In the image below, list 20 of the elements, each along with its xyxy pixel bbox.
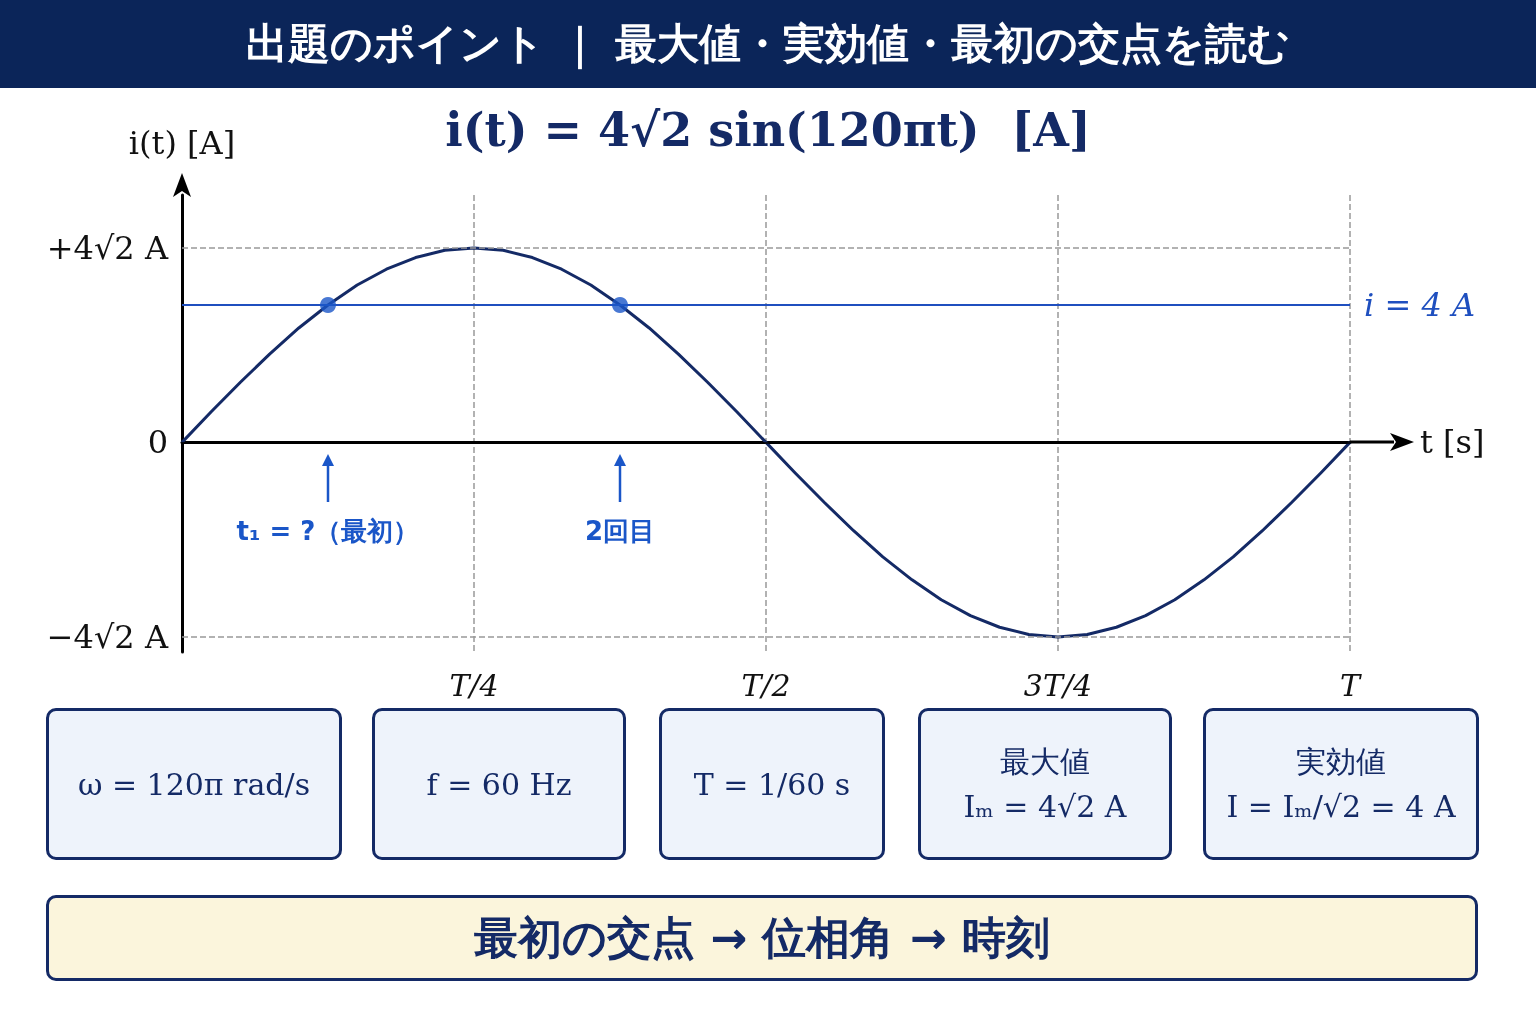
- x-tick-label: T: [1339, 667, 1362, 703]
- ref-line-label: i = 4 A: [1364, 285, 1476, 324]
- annotation: 2回目: [584, 515, 656, 549]
- x-tick-label: T/4: [449, 667, 499, 703]
- x-tick-label: T/2: [741, 667, 791, 703]
- text: f = 60 Hz: [372, 708, 626, 860]
- text: T = 1/60 s: [659, 708, 885, 860]
- text: 最大値 Iₘ = 4√2 A: [918, 708, 1172, 860]
- x-axis-title: t [s]: [1420, 423, 1485, 462]
- chart-subtitle: i(t) = 4√2 sin(120πt) [A]: [445, 103, 1091, 157]
- ref-line-label: −4√2 A: [46, 617, 169, 656]
- chart-title: 出題のポイント ｜ 最大値・実効値・最初の交点を読む: [0, 0, 1536, 88]
- ref-line-label: 0: [147, 423, 168, 462]
- ref-line-label: +4√2 A: [46, 228, 169, 267]
- annotation: t₁ = ?（最初）: [236, 515, 420, 549]
- y-axis-title: i(t) [A]: [128, 124, 236, 162]
- text: 最初の交点 → 位相角 → 時刻: [46, 895, 1478, 981]
- text: 実効値 I = Iₘ/√2 = 4 A: [1203, 708, 1479, 860]
- text: ω = 120π rad/s: [46, 708, 342, 860]
- x-tick-label: 3T/4: [1023, 667, 1093, 703]
